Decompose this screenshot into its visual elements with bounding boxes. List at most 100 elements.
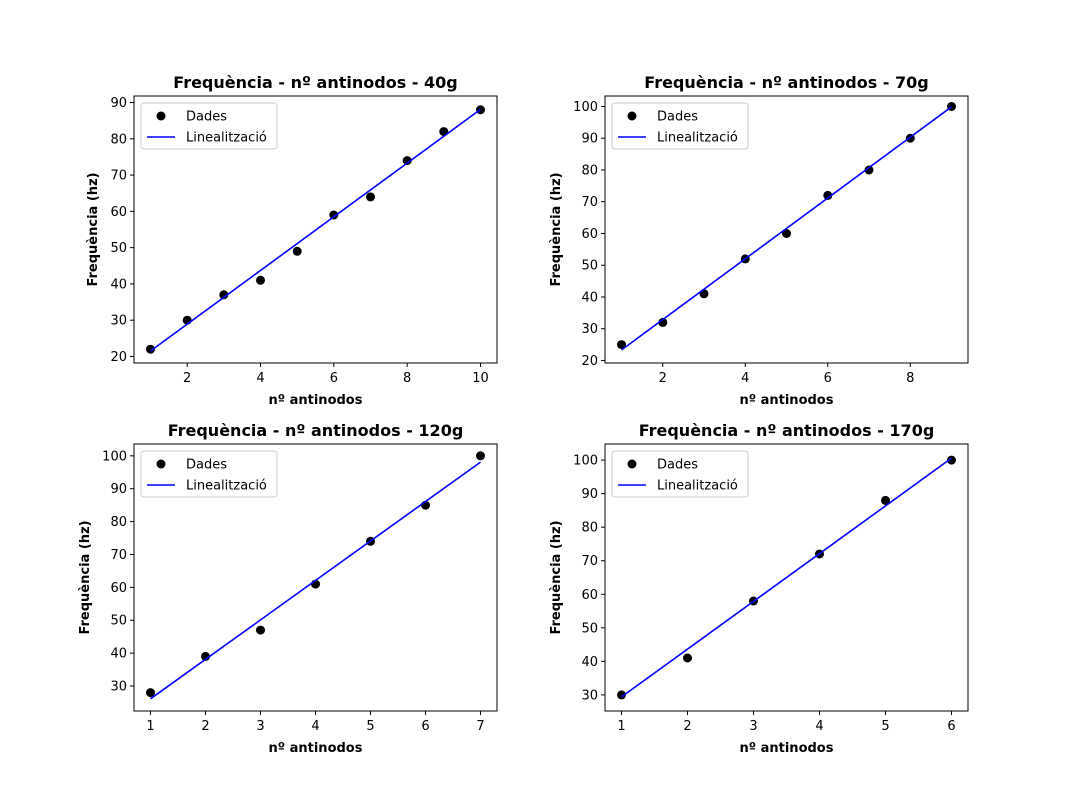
y-tick-label: 70	[110, 169, 127, 184]
x-tick-label: 4	[741, 371, 749, 386]
data-point	[146, 688, 155, 698]
x-tick-label: 3	[256, 719, 264, 734]
data-point	[256, 275, 265, 285]
x-axis-label: nº antinodos	[269, 741, 363, 756]
fit-line	[150, 108, 481, 352]
chart-title: Frequència - nº antinodos - 40g	[173, 73, 457, 92]
legend: Dades Linealització	[611, 102, 749, 150]
y-tick-label: 80	[581, 163, 598, 178]
y-tick-label: 50	[581, 259, 598, 274]
x-tick-label: 4	[311, 719, 319, 734]
data-point	[402, 156, 412, 166]
data-point	[864, 165, 874, 175]
y-axis-label: Frequència (hz)	[86, 172, 101, 286]
y-tick-label: 20	[110, 350, 127, 365]
legend-label: Linealització	[657, 131, 738, 146]
data-point	[782, 229, 791, 238]
legend-marker-swatch	[627, 111, 637, 121]
legend-label: Dades	[657, 458, 698, 473]
data-point	[329, 210, 339, 220]
subplot-3: 1 2 3 4 5 6 7 30 40 50 60 70 80 90 100 Frequència - nº …	[78, 421, 498, 756]
x-tick-label: 8	[906, 371, 914, 386]
y-tick-label: 50	[581, 621, 598, 636]
x-tick-label: 6	[947, 719, 955, 734]
y-tick-label: 90	[581, 132, 598, 147]
x-tick-label: 6	[824, 371, 832, 386]
y-tick-label: 80	[110, 515, 127, 530]
y-tick-label: 40	[110, 277, 127, 292]
y-tick-label: 40	[581, 290, 598, 305]
y-tick-label: 60	[110, 581, 127, 596]
legend: Dades Linealització	[611, 450, 749, 498]
data-point	[366, 192, 375, 202]
y-tick-label: 30	[581, 322, 598, 337]
y-axis-label: Frequència (hz)	[549, 172, 564, 286]
legend: Dades Linealització	[140, 102, 278, 150]
y-tick-label: 70	[581, 195, 598, 210]
data-point	[219, 290, 229, 300]
y-tick-label: 60	[581, 227, 598, 242]
data-point	[146, 344, 155, 354]
y-tick-label: 90	[110, 482, 127, 497]
chart-title: Frequència - nº antinodos - 70g	[644, 73, 928, 92]
subplot-1: 2 4 6 8 10 20 30 40 50 60 70 80 90 Frequència - nº an…	[86, 73, 498, 408]
y-tick-label: 30	[110, 680, 127, 695]
x-axis-label: nº antinodos	[740, 741, 834, 756]
x-tick-label: 3	[749, 719, 757, 734]
fit-line	[621, 457, 952, 698]
chart-title: Frequència - nº antinodos - 170g	[639, 421, 935, 440]
legend-label: Linealització	[657, 479, 738, 494]
legend-marker-swatch	[156, 459, 166, 469]
data-point	[617, 690, 626, 700]
legend-label: Linealització	[186, 131, 267, 146]
data-point	[658, 317, 668, 327]
data-point	[256, 625, 265, 635]
legend-marker-swatch	[627, 459, 637, 469]
y-tick-label: 100	[573, 454, 598, 469]
y-tick-label: 50	[110, 241, 127, 256]
x-tick-label: 5	[366, 719, 374, 734]
y-tick-label: 70	[581, 554, 598, 569]
x-tick-label: 7	[476, 719, 484, 734]
data-point	[683, 653, 692, 663]
y-tick-label: 80	[110, 132, 127, 147]
data-point	[476, 451, 485, 461]
x-tick-label: 4	[815, 719, 823, 734]
data-point	[292, 246, 302, 256]
y-tick-label: 60	[581, 588, 598, 603]
axes-frame	[604, 95, 969, 364]
y-tick-label: 90	[110, 96, 127, 111]
legend-label: Dades	[186, 458, 227, 473]
y-tick-label: 100	[573, 100, 598, 115]
x-axis-label: nº antinodos	[740, 393, 834, 408]
x-tick-label: 5	[881, 719, 889, 734]
data-point	[881, 495, 890, 505]
data-point	[617, 340, 626, 350]
chart-title: Frequència - nº antinodos - 120g	[168, 421, 464, 440]
x-tick-label: 2	[659, 371, 667, 386]
y-tick-label: 60	[110, 205, 127, 220]
x-tick-label: 2	[683, 719, 691, 734]
y-tick-label: 40	[581, 655, 598, 670]
axes-frame	[133, 95, 498, 364]
x-tick-label: 4	[256, 371, 264, 386]
y-tick-label: 20	[581, 354, 598, 369]
subplot-2: 2 4 6 8 20 30 40 50 60 70 80 90 100 Frequència - nº a…	[549, 73, 969, 408]
x-tick-label: 1	[146, 719, 154, 734]
x-axis-label: nº antinodos	[269, 393, 363, 408]
fit-line	[150, 461, 481, 700]
y-tick-label: 50	[110, 614, 127, 629]
data-point	[823, 190, 833, 200]
x-tick-label: 2	[201, 719, 209, 734]
fit-line	[621, 106, 952, 351]
legend-label: Dades	[657, 110, 698, 125]
x-tick-label: 6	[330, 371, 338, 386]
y-tick-label: 70	[110, 548, 127, 563]
y-tick-label: 100	[102, 449, 127, 464]
x-tick-label: 10	[472, 371, 489, 386]
x-tick-label: 8	[403, 371, 411, 386]
x-tick-label: 1	[617, 719, 625, 734]
legend-label: Linealització	[186, 479, 267, 494]
x-tick-label: 6	[421, 719, 429, 734]
